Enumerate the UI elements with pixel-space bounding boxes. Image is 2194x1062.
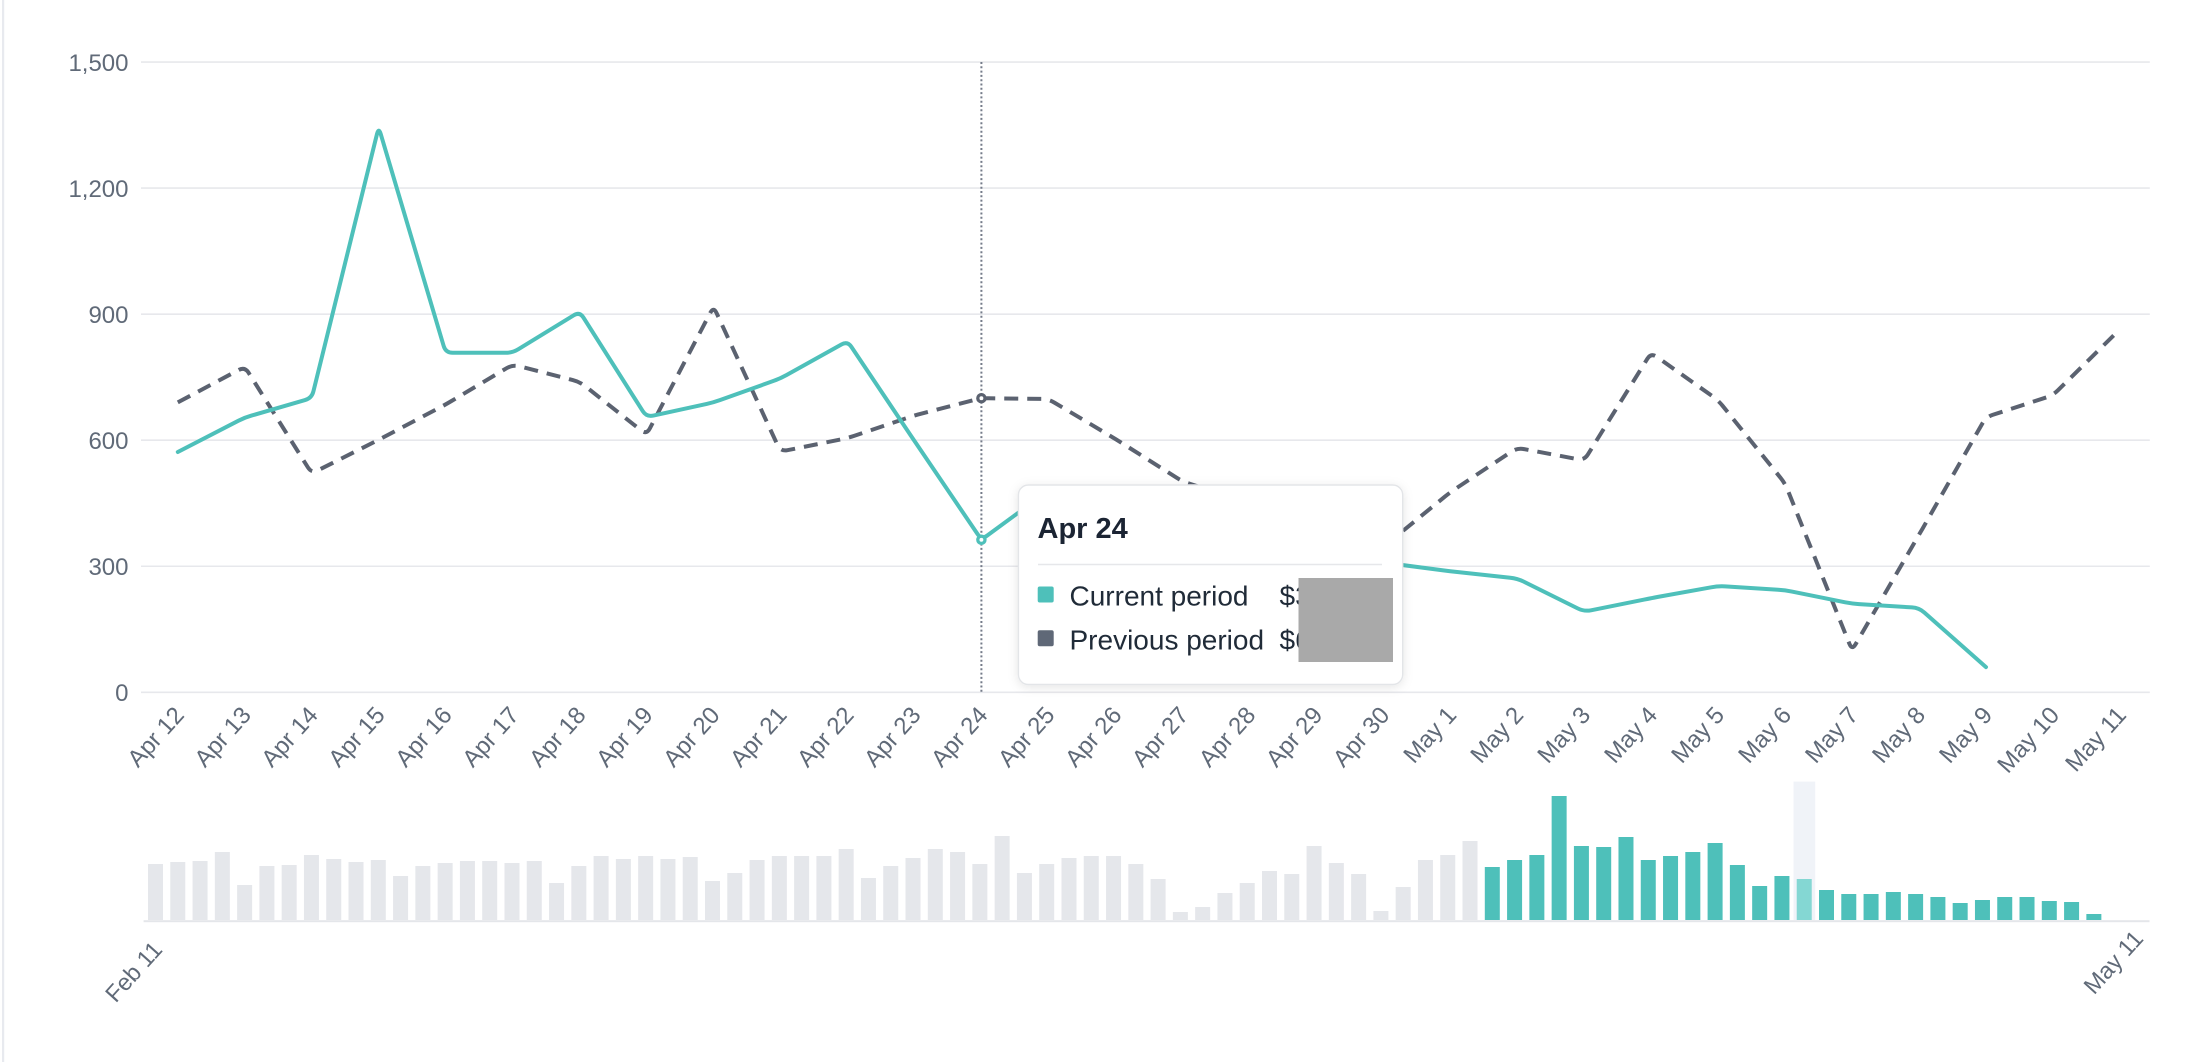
svg-text:300: 300: [88, 554, 128, 581]
svg-text:1,500: 1,500: [68, 50, 128, 77]
svg-text:900: 900: [88, 302, 128, 329]
svg-text:600: 600: [88, 428, 128, 455]
svg-text:Current period: Current period: [1070, 581, 1249, 612]
svg-text:Apr 24: Apr 24: [1038, 513, 1128, 545]
svg-text:1,200: 1,200: [68, 176, 128, 203]
svg-text:Previous period: Previous period: [1070, 625, 1265, 656]
svg-text:0: 0: [115, 680, 128, 707]
